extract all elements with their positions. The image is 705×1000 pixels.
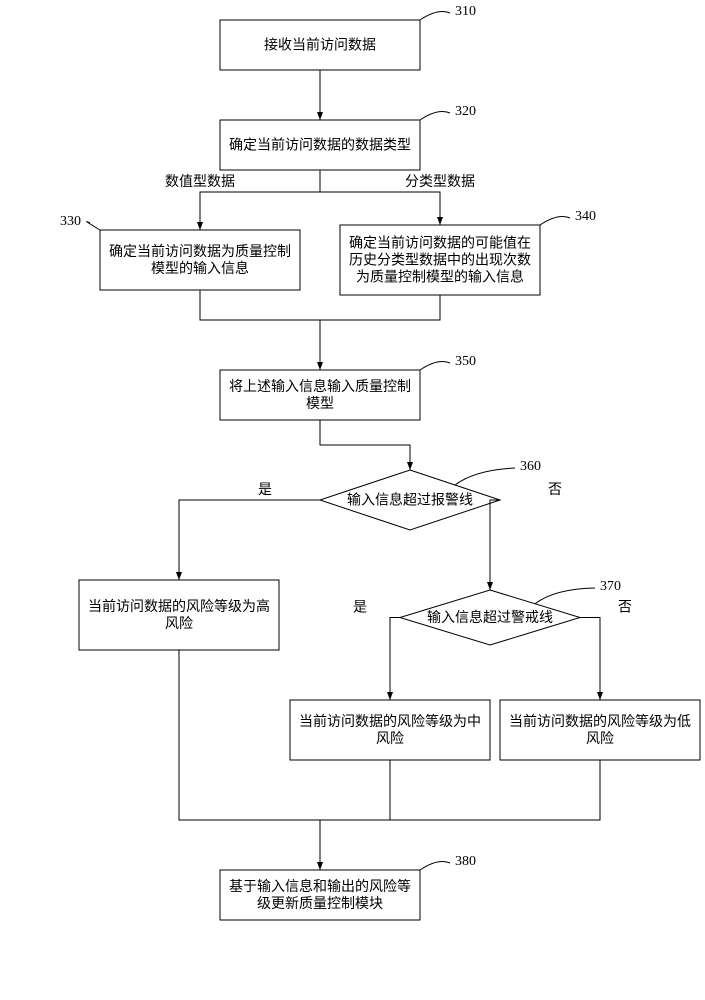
ref-label: 370 (600, 579, 621, 594)
node-text: 为质量控制模型的输入信息 (356, 269, 524, 286)
node-nHigh: 当前访问数据的风险等级为高风险 (79, 580, 279, 650)
node-text: 模型的输入信息 (151, 260, 249, 277)
node-text: 基于输入信息和输出的风险等 (229, 878, 411, 895)
edge (320, 760, 390, 820)
edge (490, 500, 500, 590)
node-text: 确定当前访问数据为质量控制 (109, 243, 291, 260)
node-text: 将上述输入信息输入质量控制 (229, 378, 411, 395)
node-text: 模型 (306, 396, 334, 412)
node-n340: 确定当前访问数据的可能值在历史分类型数据中的出现次数为质量控制模型的输入信息 34… (340, 209, 596, 295)
node-text: 确定当前访问数据的可能值在 (349, 235, 531, 252)
node-n310: 接收当前访问数据 310 (220, 4, 476, 70)
edge (320, 295, 440, 320)
node-text: 接收当前访问数据 (264, 37, 376, 54)
node-text: 确定当前访问数据的数据类型 (229, 137, 411, 154)
ref-label: 340 (575, 209, 596, 224)
node-text: 风险 (586, 731, 614, 747)
node-nLow: 当前访问数据的风险等级为低风险 (500, 700, 700, 760)
node-text: 风险 (376, 731, 404, 747)
ref-label: 310 (455, 4, 476, 19)
edge (320, 760, 600, 820)
node-text: 当前访问数据的风险等级为高 (88, 598, 270, 615)
ref-label: 330 (60, 214, 81, 229)
node-text: 当前访问数据的风险等级为低 (509, 713, 691, 730)
ref-label: 320 (455, 104, 476, 119)
edge (390, 618, 400, 701)
node-n370: 输入信息超过警戒线 370 (400, 579, 621, 645)
ref-label: 360 (520, 459, 541, 474)
node-text: 当前访问数据的风险等级为中 (299, 713, 481, 730)
edge (200, 290, 320, 320)
ref-label: 380 (455, 854, 476, 869)
edge (320, 420, 410, 470)
node-n350: 将上述输入信息输入质量控制模型 350 (220, 354, 476, 420)
edge-label: 是 (258, 483, 272, 498)
node-n360: 输入信息超过报警线 360 (320, 459, 541, 530)
edge (320, 192, 440, 225)
node-text: 输入信息超过报警线 (347, 492, 473, 509)
edge-label: 分类型数据 (405, 174, 475, 190)
edge-label: 否 (618, 601, 632, 616)
node-text: 历史分类型数据中的出现次数 (349, 253, 531, 269)
node-text: 输入信息超过警戒线 (427, 609, 553, 626)
edge (580, 618, 600, 701)
edge (179, 500, 320, 580)
flowchart: 接收当前访问数据 310 确定当前访问数据的数据类型 320 确定当前访问数据为质量控制… (0, 0, 705, 1000)
node-n330: 确定当前访问数据为质量控制模型的输入信息 330 (60, 214, 300, 290)
node-n380: 基于输入信息和输出的风险等级更新质量控制模块 380 (220, 854, 476, 920)
node-text: 风险 (165, 616, 193, 632)
edge-label: 是 (353, 601, 367, 616)
node-nMid: 当前访问数据的风险等级为中风险 (290, 700, 490, 760)
node-text: 级更新质量控制模块 (257, 896, 383, 912)
edge (200, 192, 320, 230)
node-n320: 确定当前访问数据的数据类型 320 (220, 104, 476, 170)
ref-label: 350 (455, 354, 476, 369)
edge-label: 数值型数据 (165, 174, 235, 190)
edge-label: 否 (548, 483, 562, 498)
